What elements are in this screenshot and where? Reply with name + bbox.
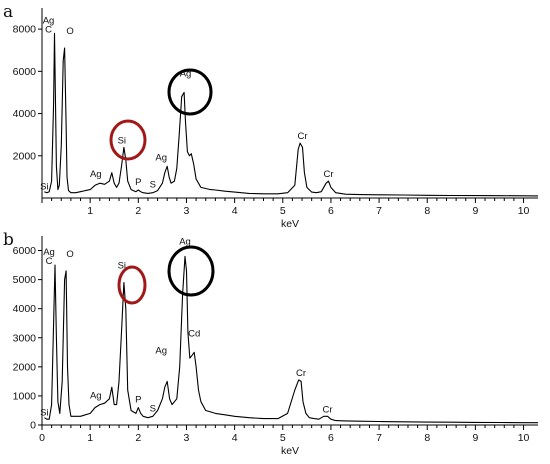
x-tick-label: 1 — [87, 432, 93, 444]
peak-label-cr: Cr — [323, 404, 333, 415]
x-tick-label: 8 — [424, 205, 430, 217]
peak-label-ag: Ag — [43, 15, 55, 26]
x-tick-label: 6 — [328, 205, 334, 217]
x-tick-label: 2 — [135, 432, 141, 444]
y-tick-label: 5000 — [13, 274, 37, 286]
y-tick-label: 2000 — [13, 361, 37, 373]
spectrum-line — [44, 255, 538, 424]
x-tick-label: 5 — [280, 432, 286, 444]
x-tick-label: 4 — [232, 432, 238, 444]
y-tick-label: 6000 — [13, 245, 37, 257]
y-tick-label: 6000 — [13, 66, 37, 78]
x-tick-label: 3 — [184, 432, 190, 444]
x-tick-label: 9 — [472, 205, 478, 217]
peak-label-o: O — [66, 26, 73, 37]
peak-label-ag: Ag — [180, 68, 192, 79]
peak-label-si: Si — [118, 135, 126, 146]
peak-label-si: Si — [40, 408, 48, 419]
peak-label-s: S — [150, 180, 156, 191]
peak-label-p: P — [135, 177, 141, 188]
y-tick-label: 2000 — [13, 150, 37, 162]
x-tick-label: 5 — [280, 205, 286, 217]
peak-label-cd: Cd — [188, 328, 200, 339]
x-tick-label: 4 — [232, 205, 238, 217]
peak-label-ag: Ag — [43, 247, 55, 258]
panel-label: a — [3, 2, 13, 22]
peak-label-ag: Ag — [155, 152, 167, 163]
x-axis-label: keV — [281, 445, 299, 457]
peak-label-ag: Ag — [179, 236, 191, 247]
panel-label: b — [3, 230, 14, 250]
peak-label-si: Si — [40, 182, 48, 193]
x-tick-label: 10 — [518, 205, 530, 217]
peak-label-ag: Ag — [90, 391, 102, 402]
peak-label-cr: Cr — [298, 131, 308, 142]
peak-label-c: C — [45, 24, 52, 35]
peak-label-cr: Cr — [324, 169, 334, 180]
x-tick-label: 7 — [376, 205, 382, 217]
y-tick-label: 4000 — [13, 108, 37, 120]
x-tick-label: 3 — [184, 205, 190, 217]
x-tick-label: 7 — [376, 432, 382, 444]
highlight-circle-ag — [167, 68, 213, 116]
y-tick-label: 8000 — [13, 24, 37, 36]
x-tick-label: 2 — [135, 205, 141, 217]
peak-label-ag: Ag — [155, 345, 167, 356]
x-tick-label: 10 — [518, 432, 530, 444]
x-tick-label: 0 — [39, 432, 45, 444]
x-axis-label: keV — [281, 218, 299, 230]
peak-label-p: P — [135, 395, 141, 406]
x-tick-label: 9 — [472, 432, 478, 444]
peak-label-ag: Ag — [90, 169, 102, 180]
panel-b: b 0 1000 2000 3000 4000 5000 6000 0 1 2 3 4 5 6 7 8 9 10 ke… — [3, 230, 538, 457]
highlight-circle-si — [109, 119, 147, 161]
peak-label-cr: Cr — [296, 368, 306, 379]
y-tick-label: 1000 — [13, 390, 37, 402]
spectrum-line — [44, 32, 539, 197]
x-tick-label: 1 — [87, 205, 93, 217]
highlight-circle-ag — [167, 245, 215, 297]
x-tick-label: 6 — [328, 432, 334, 444]
peak-label-o: O — [66, 249, 73, 260]
peak-label-si: Si — [118, 261, 126, 272]
highlight-circle-si — [117, 265, 147, 305]
peak-label-s: S — [150, 403, 156, 414]
y-tick-label: 3000 — [13, 332, 37, 344]
y-tick-label: 4000 — [13, 303, 37, 315]
x-tick-label: 8 — [424, 432, 430, 444]
y-tick-label: 0 — [30, 420, 36, 432]
peak-label-c: C — [46, 256, 53, 267]
